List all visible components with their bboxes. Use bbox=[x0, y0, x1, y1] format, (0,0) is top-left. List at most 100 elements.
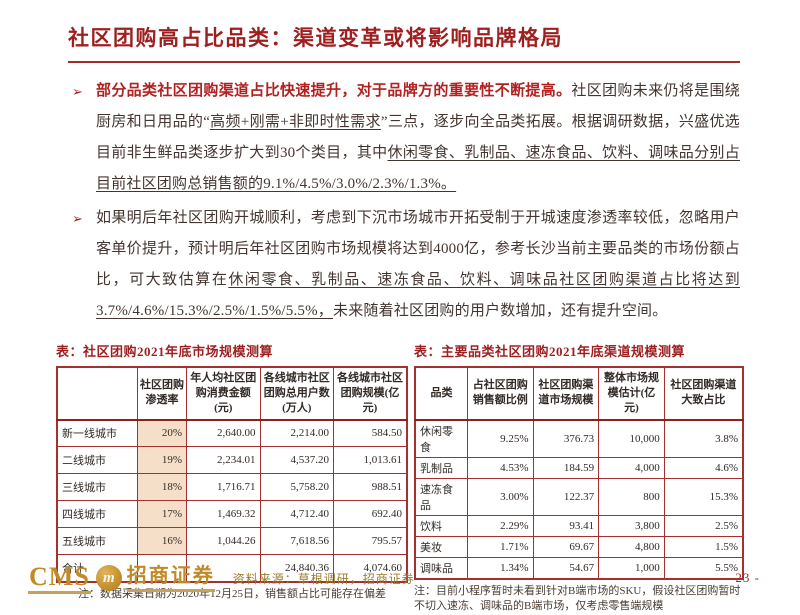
cms-logo-text: CMS bbox=[28, 562, 91, 594]
cell: 4.6% bbox=[663, 456, 744, 479]
cell: 3.00% bbox=[466, 477, 534, 516]
col-header: 品类 bbox=[414, 366, 468, 421]
page-number: - 23 - bbox=[725, 570, 760, 586]
col-header: 各线城市社区团购总用户数(万人) bbox=[259, 366, 334, 421]
cms-logo-name: 招商证券 bbox=[126, 565, 215, 592]
cell: 376.73 bbox=[532, 419, 600, 458]
cell: 16% bbox=[137, 527, 187, 556]
cell: 18% bbox=[137, 473, 187, 502]
cell: 1,716.71 bbox=[186, 473, 261, 502]
market-size-table: 社区团购渗透率 年人均社区团购消费金额(元) 各线城市社区团购总用户数(万人) … bbox=[56, 366, 408, 583]
arrow-bullet-icon: ➢ bbox=[72, 84, 83, 99]
cell: 4.53% bbox=[466, 456, 534, 479]
cell: 三线城市 bbox=[56, 473, 138, 502]
cell: 9.25% bbox=[466, 419, 534, 458]
title-block: 社区团购高占比品类：渠道变革或将影响品牌格局 bbox=[68, 22, 740, 63]
cell: 122.37 bbox=[532, 477, 600, 516]
footer: CMS m 招商证券 资料来源：草根调研，招商证券 - 23 - bbox=[28, 562, 772, 594]
bullet-list: ➢ 部分品类社区团购渠道占比快速提升，对于品牌方的重要性不断提高。社区团购未来仍… bbox=[60, 76, 740, 327]
col-header bbox=[56, 366, 138, 421]
table-row: 三线城市 18% 1,716.71 5,758.20 988.51 bbox=[56, 473, 408, 502]
data-source-text: 资料来源：草根调研，招商证券 bbox=[232, 571, 415, 586]
cell: 3,800 bbox=[598, 514, 665, 537]
table-row: 新一线城市 20% 2,640.00 2,214.00 584.50 bbox=[56, 419, 408, 448]
market-size-table-block: 表：社区团购2021年底市场规模测算 社区团购渗透率 年人均社区团购消费金额(元… bbox=[56, 341, 408, 615]
cell: 新一线城市 bbox=[56, 419, 138, 448]
col-header: 社区团购渗透率 bbox=[137, 366, 187, 421]
cell: 调味品 bbox=[414, 556, 468, 580]
cell: 20% bbox=[137, 419, 187, 448]
cell: 19% bbox=[137, 446, 187, 475]
cell: 17% bbox=[137, 500, 187, 529]
cell: 800 bbox=[598, 477, 665, 516]
cell: 10,000 bbox=[598, 419, 665, 458]
cell: 饮料 bbox=[414, 514, 468, 537]
report-slide: 社区团购高占比品类：渠道变革或将影响品牌格局 ➢ 部分品类社区团购渠道占比快速提… bbox=[28, 22, 772, 613]
bullet-text-1: 部分品类社区团购渠道占比快速提升，对于品牌方的重要性不断提高。社区团购未来仍将是… bbox=[96, 76, 740, 200]
bullet-1-underline-b: 休闲零食、乳制品、速冻食品、饮料、调味品分别占目前社区团购总销售额的9.1%/4… bbox=[96, 145, 740, 192]
table-row: 饮料 2.29% 93.41 3,800 2.5% bbox=[414, 514, 744, 537]
cell: 692.40 bbox=[333, 500, 408, 529]
cell: 五线城市 bbox=[56, 527, 138, 556]
table-row: 调味品 1.34% 54.67 1,000 5.5% bbox=[414, 556, 744, 580]
cell: 5.5% bbox=[663, 556, 744, 580]
col-header: 占社区团购销售额比例 bbox=[466, 366, 534, 421]
cell: 1.34% bbox=[466, 556, 534, 580]
col-header: 年人均社区团购消费金额(元) bbox=[186, 366, 261, 421]
page-title: 社区团购高占比品类：渠道变革或将影响品牌格局 bbox=[68, 26, 563, 50]
cell: 1.5% bbox=[663, 535, 744, 558]
table-row: 速冻食品 3.00% 122.37 800 15.3% bbox=[414, 477, 744, 516]
bullet-1-text-a: 社区团购未来仍将是围绕厨房和日用品的“ bbox=[96, 83, 740, 130]
bullet-2-underline-a: 休闲零食、乳制品、速冻食品、饮料、调味品社区团购渠道占比将达到3.7%/4.6%… bbox=[96, 272, 740, 319]
cell: 1,013.61 bbox=[333, 446, 408, 475]
arrow-bullet-icon: ➢ bbox=[72, 211, 83, 226]
cell bbox=[137, 554, 187, 583]
cell: 2.29% bbox=[466, 514, 534, 537]
table-row: 休闲零食 9.25% 376.73 10,000 3.8% bbox=[414, 419, 744, 458]
cell: 速冻食品 bbox=[414, 477, 468, 516]
col-header: 社区团购渠道市场规模 bbox=[532, 366, 600, 421]
cell: 美妆 bbox=[414, 535, 468, 558]
cell: 184.59 bbox=[532, 456, 600, 479]
cell: 休闲零食 bbox=[414, 419, 468, 458]
cell: 1,469.32 bbox=[186, 500, 261, 529]
category-scale-table: 品类 占社区团购销售额比例 社区团购渠道市场规模 整体市场规模估计(亿元) 社区… bbox=[414, 366, 744, 580]
bullet-1-underline-a: 高频+刚需+非即时性需求 bbox=[210, 114, 381, 130]
left-table-title: 表：社区团购2021年底市场规模测算 bbox=[56, 344, 274, 359]
bullet-item-1: ➢ 部分品类社区团购渠道占比快速提升，对于品牌方的重要性不断提高。社区团购未来仍… bbox=[72, 76, 740, 200]
bullet-text-2: 如果明后年社区团购开城顺利，考虑到下沉市场城市开拓受制于开城速度渗透率较低，忽略… bbox=[96, 203, 740, 327]
cell: 988.51 bbox=[333, 473, 408, 502]
cell: 1,000 bbox=[598, 556, 665, 580]
cell: 69.67 bbox=[532, 535, 600, 558]
cell: 二线城市 bbox=[56, 446, 138, 475]
cell: 1,044.26 bbox=[186, 527, 261, 556]
table-row: 二线城市 19% 2,234.01 4,537.20 1,013.61 bbox=[56, 446, 408, 475]
table-total-row: 合计 24,840.36 4,074.60 bbox=[56, 554, 408, 583]
bullet-2-text-b: 未来随着社区团购的用户数增加，还有提升空间。 bbox=[333, 303, 668, 319]
table-row: 四线城市 17% 1,469.32 4,712.40 692.40 bbox=[56, 500, 408, 529]
cell: 2.5% bbox=[663, 514, 744, 537]
cell: 2,234.01 bbox=[186, 446, 261, 475]
cell: 5,758.20 bbox=[259, 473, 334, 502]
bullet-1-text-b: ”三点，逐步向全品类拓展。根据调研数据，兴盛优选目前非生鲜品类逐步扩大到30个类… bbox=[96, 114, 740, 161]
cell: 4,712.40 bbox=[259, 500, 334, 529]
col-header: 社区团购渠道大致占比 bbox=[663, 366, 744, 421]
cell: 四线城市 bbox=[56, 500, 138, 529]
table-row: 五线城市 16% 1,044.26 7,618.56 795.57 bbox=[56, 527, 408, 556]
cell: 4,000 bbox=[598, 456, 665, 479]
right-table-title: 表：主要品类社区团购2021年底渠道规模测算 bbox=[414, 344, 686, 359]
bullet-1-lead: 部分品类社区团购渠道占比快速提升，对于品牌方的重要性不断提高。 bbox=[96, 83, 572, 99]
bullet-item-2: ➢ 如果明后年社区团购开城顺利，考虑到下沉市场城市开拓受制于开城速度渗透率较低，… bbox=[72, 203, 740, 327]
cell: 795.57 bbox=[333, 527, 408, 556]
bullet-2-text-a: 如果明后年社区团购开城顺利，考虑到下沉市场城市开拓受制于开城速度渗透率较低，忽略… bbox=[96, 210, 740, 288]
cms-coin-icon: m bbox=[95, 565, 122, 592]
cell bbox=[186, 554, 261, 583]
cell: 24,840.36 bbox=[259, 554, 334, 583]
cell: 15.3% bbox=[663, 477, 744, 516]
cell: 93.41 bbox=[532, 514, 600, 537]
table-row: 美妆 1.71% 69.67 4,800 1.5% bbox=[414, 535, 744, 558]
cell: 4,074.60 bbox=[333, 554, 408, 583]
cell: 4,537.20 bbox=[259, 446, 334, 475]
table-header-row: 社区团购渗透率 年人均社区团购消费金额(元) 各线城市社区团购总用户数(万人) … bbox=[56, 366, 408, 421]
cell: 54.67 bbox=[532, 556, 600, 580]
